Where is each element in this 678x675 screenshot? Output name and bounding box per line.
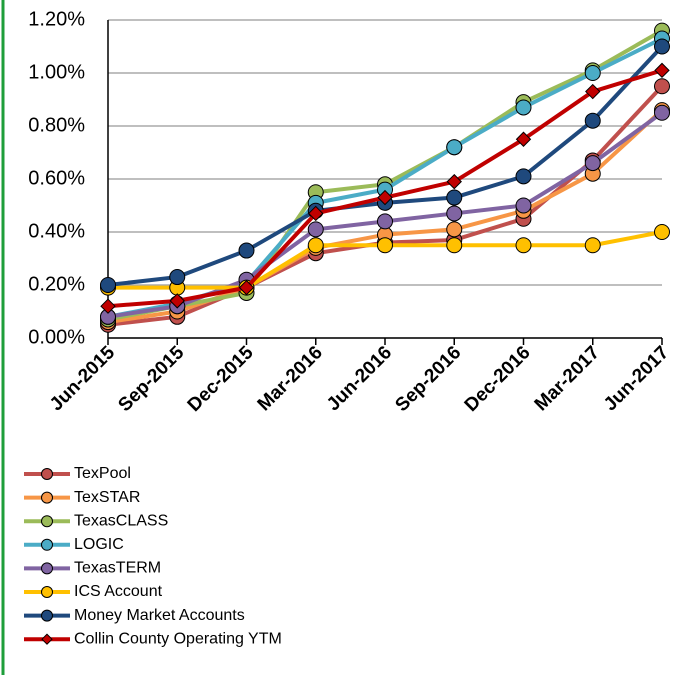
marker <box>515 237 532 254</box>
marker <box>654 104 670 121</box>
y-tick-label: 0.40% <box>28 220 85 242</box>
marker <box>308 205 324 222</box>
marker <box>654 78 670 95</box>
legend-marker <box>41 609 53 622</box>
marker <box>654 38 670 55</box>
legend-marker <box>41 468 53 480</box>
marker <box>446 221 463 238</box>
marker <box>238 242 255 259</box>
marker <box>446 205 463 222</box>
legend-label: TexasTERM <box>74 560 161 577</box>
y-tick-label: 0.80% <box>28 114 85 136</box>
marker <box>238 279 255 296</box>
marker <box>584 155 601 172</box>
legend-label: TexPool <box>74 465 131 482</box>
legend-marker <box>41 491 53 504</box>
marker <box>515 99 532 116</box>
legend-label: Money Market Accounts <box>74 607 245 624</box>
marker <box>100 277 116 293</box>
marker <box>515 197 532 214</box>
marker <box>377 189 393 206</box>
legend-marker <box>41 633 53 645</box>
marker <box>307 221 324 238</box>
marker <box>446 173 462 190</box>
marker <box>585 83 601 100</box>
marker <box>100 298 116 314</box>
y-tick-label: 0.00% <box>28 326 85 348</box>
legend-marker <box>41 515 53 528</box>
marker <box>446 237 463 254</box>
marker <box>307 237 324 254</box>
legend-label: TexSTAR <box>74 489 140 506</box>
y-tick-label: 0.20% <box>28 273 85 295</box>
legend-label: LOGIC <box>74 536 124 553</box>
marker <box>515 131 532 147</box>
marker <box>654 62 670 79</box>
marker <box>515 168 532 185</box>
marker <box>377 237 393 254</box>
legend-marker <box>41 562 53 575</box>
y-tick-label: 1.00% <box>28 61 85 83</box>
legend-label: ICS Account <box>74 583 163 600</box>
y-tick-label: 0.60% <box>28 167 85 189</box>
marker <box>446 189 463 206</box>
marker <box>584 65 601 81</box>
legend-marker <box>41 586 53 598</box>
marker <box>169 269 186 286</box>
legend-label: TexasCLASS <box>74 512 168 529</box>
marker <box>654 224 670 240</box>
marker <box>584 112 601 129</box>
legend-marker <box>41 538 53 551</box>
marker <box>446 139 463 156</box>
marker <box>584 237 601 254</box>
marker <box>377 213 393 230</box>
marker <box>169 293 185 309</box>
legend-label: Collin County Operating YTM <box>74 630 282 647</box>
y-tick-label: 1.20% <box>28 8 85 30</box>
series <box>100 62 670 314</box>
